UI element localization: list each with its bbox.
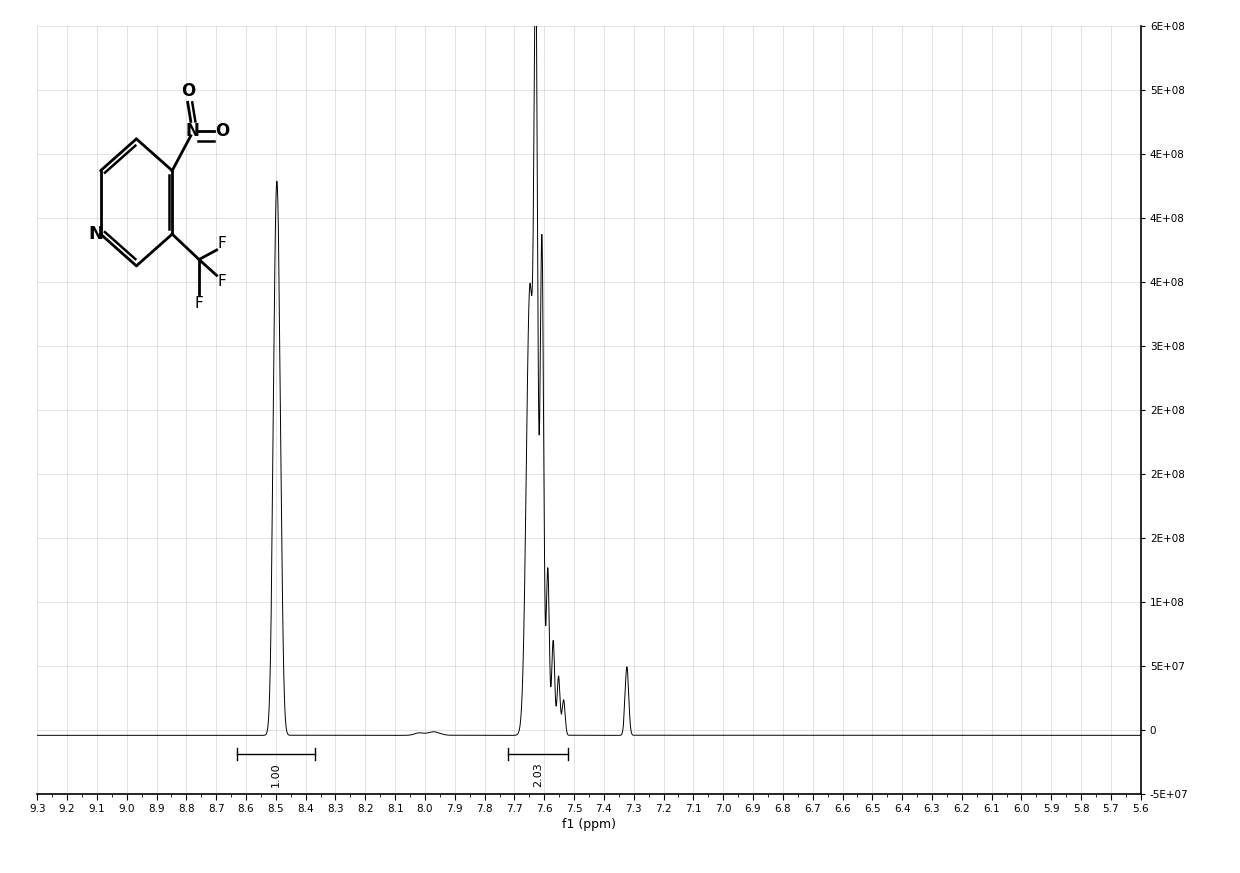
Text: 2.03: 2.03 — [533, 762, 543, 787]
Text: F: F — [195, 297, 203, 312]
X-axis label: f1 (ppm): f1 (ppm) — [562, 818, 616, 831]
Text: F: F — [217, 236, 226, 251]
Text: O: O — [181, 82, 196, 100]
Text: N: N — [88, 225, 103, 243]
Text: O: O — [215, 122, 229, 140]
Text: F: F — [217, 274, 226, 289]
Text: N: N — [186, 122, 200, 140]
Text: 1.00: 1.00 — [270, 762, 280, 787]
